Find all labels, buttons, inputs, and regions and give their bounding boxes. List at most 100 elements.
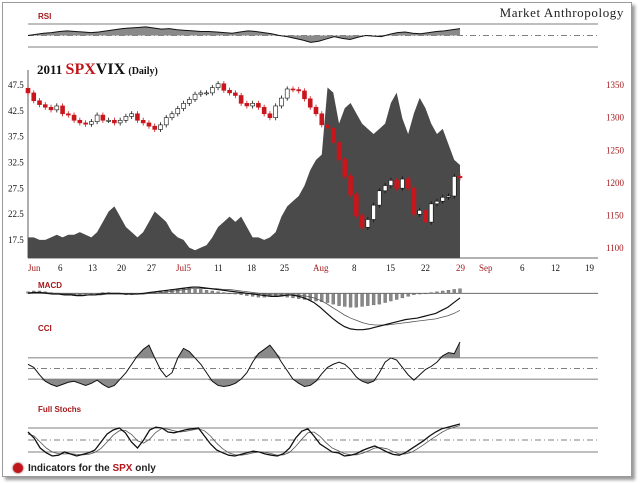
- spx-candle-body: [457, 176, 463, 179]
- spx-candle-body: [284, 88, 290, 99]
- spx-candle-body: [325, 124, 330, 129]
- vix-tick-label: 27.5: [8, 183, 24, 193]
- spx-candle-body: [129, 113, 134, 117]
- footnote: Indicators for the SPX only: [28, 463, 156, 474]
- vix-area: [28, 87, 460, 258]
- cci-line: [27, 341, 461, 389]
- macd-histogram-bar: [216, 291, 220, 294]
- spx-tick-label: 1300: [606, 113, 625, 123]
- spx-candle-body: [307, 98, 313, 108]
- spx-candle-body: [77, 119, 83, 124]
- macd-histogram-bar: [458, 288, 462, 294]
- spx-candle-body: [342, 159, 348, 177]
- vix-tick-label: 42.5: [8, 106, 24, 116]
- cci-shade-low: [28, 379, 460, 388]
- spx-candle-body: [359, 215, 365, 228]
- macd-histogram-bar: [227, 293, 232, 295]
- spx-candle-body: [66, 113, 71, 116]
- macd-histogram-bar: [325, 293, 330, 303]
- spx-candle-body: [296, 89, 302, 92]
- x-tick-label: 11: [214, 263, 223, 273]
- spx-candle-body: [428, 203, 434, 223]
- macd-histogram-bar: [250, 293, 255, 297]
- spx-candle-body: [267, 113, 273, 118]
- spx-candle-body: [117, 119, 123, 124]
- title-year: 2011: [37, 62, 63, 77]
- x-tick-label: 29: [456, 263, 466, 273]
- spx-candle-body: [100, 114, 106, 121]
- spx-candle-body: [123, 116, 129, 121]
- macd-signal-line: [28, 288, 461, 326]
- spx-candle-body: [83, 122, 88, 125]
- spx-candle-body: [365, 219, 371, 228]
- footnote-spx: SPX: [112, 463, 133, 474]
- footnote-prefix: Indicators for the: [28, 463, 113, 474]
- spx-candle-body: [330, 127, 336, 143]
- spx-candle-body: [42, 104, 48, 108]
- macd-histogram-bar: [89, 293, 94, 295]
- x-tick-label: Aug: [313, 263, 329, 273]
- spx-candle-body: [158, 124, 163, 130]
- x-tick-label: 19: [585, 263, 595, 273]
- macd-histogram-bar: [389, 293, 393, 302]
- spx-tick-label: 1350: [606, 80, 625, 90]
- x-tick-label: 22: [421, 263, 430, 273]
- spx-candle-body: [400, 178, 405, 189]
- macd-histogram-bar: [314, 293, 318, 302]
- spx-candle-body: [273, 105, 278, 118]
- macd-histogram-bar: [435, 291, 439, 294]
- stoch-label: Full Stochs: [38, 405, 82, 414]
- spx-candle-body: [221, 83, 227, 91]
- vix-tick-label: 17.5: [8, 235, 24, 245]
- spx-candle-body: [192, 93, 198, 100]
- spx-candle-body: [37, 100, 42, 105]
- title-vix: VIX: [95, 61, 126, 78]
- spx-candle-body: [238, 95, 244, 104]
- rsi-shade-high: [28, 26, 460, 36]
- spx-candle-body: [423, 210, 428, 223]
- spx-candle-body: [112, 119, 117, 124]
- macd-histogram-bar: [406, 293, 410, 297]
- spx-candle-body: [290, 88, 296, 91]
- x-tick-label: Jul5: [176, 263, 192, 273]
- spx-candle-body: [405, 178, 411, 189]
- macd-histogram-bar: [222, 292, 226, 294]
- spx-tick-label: 1150: [606, 211, 624, 221]
- macd-histogram-bar: [400, 293, 405, 299]
- spx-candle-body: [261, 106, 267, 115]
- spx-candle-body: [25, 88, 31, 94]
- x-tick-label: 15: [386, 263, 396, 273]
- rsi-line: [27, 26, 461, 43]
- spx-candle-body: [204, 92, 209, 95]
- macd-histogram-bar: [343, 293, 347, 307]
- macd-histogram-bar: [429, 292, 433, 294]
- spx-candle-body: [256, 103, 261, 108]
- macd-histogram-bar: [204, 290, 209, 294]
- macd-histogram-bar: [95, 293, 99, 295]
- indicator-bullet-icon: [13, 463, 23, 473]
- macd-histogram-bar: [446, 290, 451, 294]
- spx-candle-body: [175, 108, 181, 115]
- macd-histogram-bar: [371, 293, 376, 306]
- macd-histogram-bar: [199, 289, 203, 294]
- spx-tick-label: 1200: [606, 178, 625, 188]
- macd-histogram-bar: [366, 293, 370, 306]
- macd-histogram-bar: [360, 293, 364, 307]
- macd-histogram-bar: [233, 293, 238, 295]
- spx-candle-body: [135, 113, 140, 121]
- macd-histogram-bar: [83, 293, 88, 295]
- cci-label: CCI: [38, 324, 52, 333]
- spx-candle-body: [446, 195, 451, 198]
- macd-histogram-bar: [348, 293, 353, 308]
- spx-candle-body: [451, 176, 457, 197]
- brand-label: Market Anthropology: [499, 5, 624, 20]
- macd-histogram-bar: [210, 290, 214, 294]
- vix-tick-label: 32.5: [8, 157, 24, 167]
- x-tick-label: 27: [147, 263, 157, 273]
- x-tick-label: 6: [58, 263, 63, 273]
- spx-candle-body: [31, 92, 37, 102]
- rsi-label: RSI: [38, 12, 51, 21]
- spx-candle-body: [60, 105, 65, 115]
- macd-histogram-bar: [452, 289, 456, 294]
- macd-histogram-bar: [418, 293, 422, 295]
